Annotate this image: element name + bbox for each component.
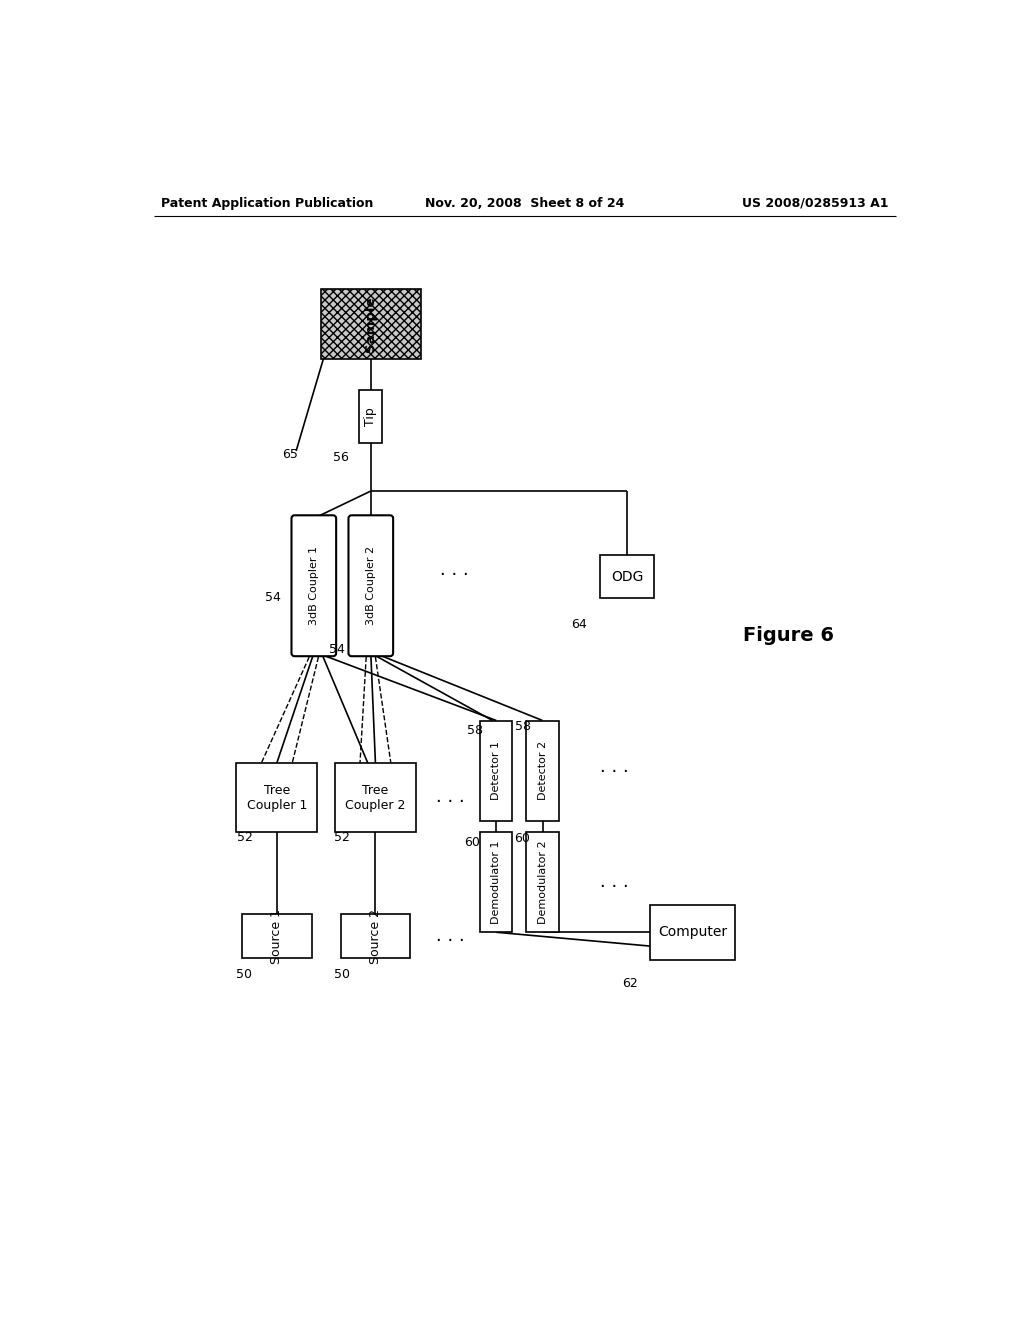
FancyBboxPatch shape: [526, 721, 559, 821]
Text: 64: 64: [571, 618, 588, 631]
Text: Source 1: Source 1: [270, 908, 284, 964]
Text: 65: 65: [282, 447, 298, 461]
Text: 58: 58: [467, 723, 482, 737]
Text: Detector 1: Detector 1: [492, 741, 502, 800]
Text: 3dB Coupler 2: 3dB Coupler 2: [366, 546, 376, 626]
Text: . . .: . . .: [600, 758, 629, 776]
Text: . . .: . . .: [436, 788, 465, 807]
FancyBboxPatch shape: [292, 515, 336, 656]
Text: 52: 52: [237, 832, 253, 843]
Text: 60: 60: [464, 836, 479, 849]
Text: 54: 54: [329, 643, 345, 656]
Text: . . .: . . .: [436, 927, 465, 945]
Text: Demodulator 2: Demodulator 2: [538, 841, 548, 924]
Text: Figure 6: Figure 6: [743, 626, 835, 645]
Text: 52: 52: [335, 832, 350, 843]
FancyBboxPatch shape: [650, 904, 735, 960]
FancyBboxPatch shape: [526, 832, 559, 932]
FancyBboxPatch shape: [480, 832, 512, 932]
FancyBboxPatch shape: [600, 556, 654, 598]
Text: Computer: Computer: [658, 925, 727, 940]
FancyBboxPatch shape: [480, 721, 512, 821]
Text: Nov. 20, 2008  Sheet 8 of 24: Nov. 20, 2008 Sheet 8 of 24: [425, 197, 625, 210]
Text: . . .: . . .: [439, 561, 468, 579]
Text: Source 2: Source 2: [369, 908, 382, 964]
Text: Detector 2: Detector 2: [538, 741, 548, 800]
Text: 50: 50: [236, 968, 252, 981]
Text: 56: 56: [333, 450, 349, 463]
Text: Tree
Coupler 1: Tree Coupler 1: [247, 784, 307, 812]
FancyBboxPatch shape: [341, 913, 410, 958]
Text: 54: 54: [265, 591, 281, 603]
FancyBboxPatch shape: [335, 763, 416, 832]
Text: 58: 58: [515, 721, 531, 733]
Text: 60: 60: [514, 832, 529, 845]
Text: 3dB Coupler 1: 3dB Coupler 1: [309, 546, 318, 626]
Text: Patent Application Publication: Patent Application Publication: [162, 197, 374, 210]
Text: 62: 62: [622, 977, 637, 990]
FancyBboxPatch shape: [321, 289, 421, 359]
Text: Tree
Coupler 2: Tree Coupler 2: [345, 784, 406, 812]
FancyBboxPatch shape: [348, 515, 393, 656]
FancyBboxPatch shape: [243, 913, 311, 958]
FancyBboxPatch shape: [359, 391, 382, 442]
Text: 50: 50: [334, 968, 350, 981]
Text: ODG: ODG: [611, 569, 643, 583]
Text: Tip: Tip: [365, 407, 377, 426]
Text: Sample: Sample: [365, 296, 377, 351]
Text: US 2008/0285913 A1: US 2008/0285913 A1: [741, 197, 888, 210]
Text: . . .: . . .: [600, 874, 629, 891]
Text: Demodulator 1: Demodulator 1: [492, 841, 502, 924]
FancyBboxPatch shape: [237, 763, 317, 832]
